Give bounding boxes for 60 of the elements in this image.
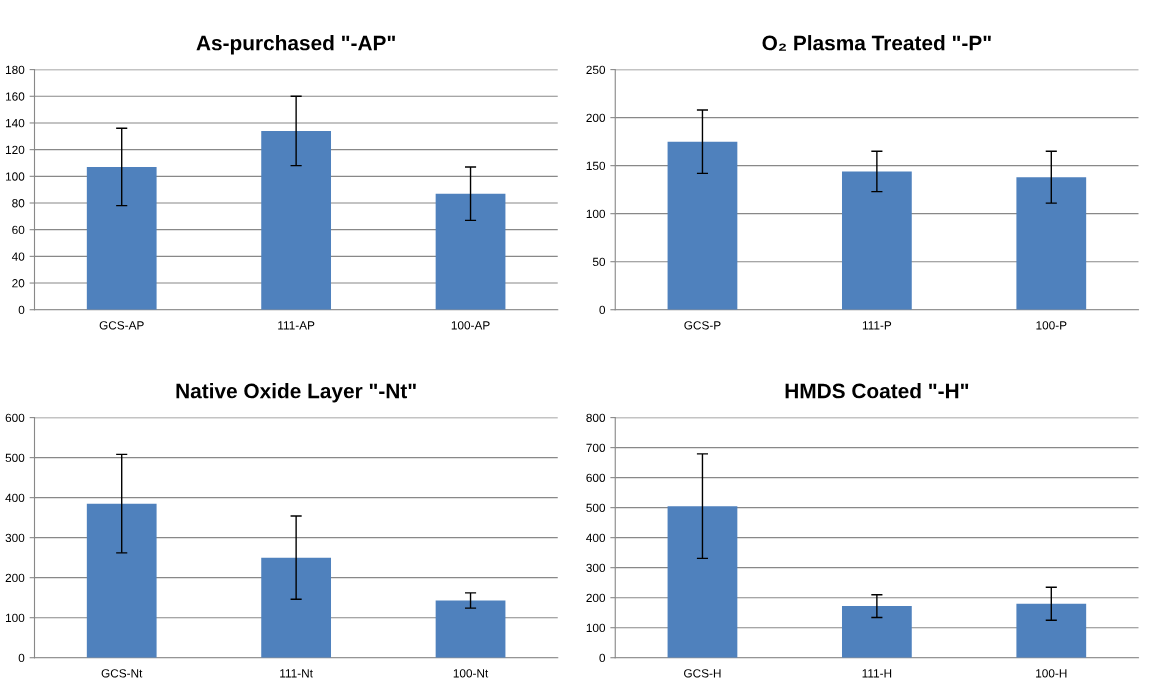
bar xyxy=(667,141,738,310)
chart-title: As-purchased "-AP" xyxy=(196,35,395,55)
y-tick-label: 500 xyxy=(586,503,606,513)
x-tick-label: 100-H xyxy=(1036,669,1067,678)
x-tick-label: GCS-H xyxy=(684,669,721,678)
bar xyxy=(435,600,506,658)
x-tick-label: 111-Nt xyxy=(280,669,313,678)
y-tick-label: 250 xyxy=(586,65,606,74)
y-tick-label: 120 xyxy=(5,145,25,155)
y-tick-label: 100 xyxy=(586,623,606,633)
y-tick-label: 40 xyxy=(11,252,25,261)
y-tick-label: 50 xyxy=(592,257,606,267)
y-tick-label: 100 xyxy=(5,172,25,181)
x-tick-label: 111-H xyxy=(862,669,892,678)
y-tick-label: 140 xyxy=(5,118,25,128)
bar xyxy=(667,506,738,658)
y-tick-label: 500 xyxy=(5,453,25,463)
y-tick-label: 180 xyxy=(5,65,25,74)
bar xyxy=(86,166,157,310)
y-tick-label: 100 xyxy=(5,613,25,623)
y-tick-label: 0 xyxy=(18,305,25,315)
bar xyxy=(1016,603,1087,658)
y-tick-label: 400 xyxy=(5,493,25,503)
x-tick-label: 111-P xyxy=(862,321,892,330)
x-tick-label: GCS-P xyxy=(684,321,721,330)
y-tick-label: 200 xyxy=(586,113,606,123)
x-tick-label: GCS-Nt xyxy=(101,669,143,678)
bar xyxy=(1016,177,1087,310)
x-tick-label: GCS-AP xyxy=(99,321,144,330)
y-tick-label: 300 xyxy=(5,533,25,543)
y-tick-label: 400 xyxy=(586,533,606,543)
y-tick-label: 700 xyxy=(586,443,606,453)
chart-title: O₂ Plasma Treated "-P" xyxy=(762,35,991,51)
y-tick-label: 0 xyxy=(599,305,606,315)
y-tick-label: 20 xyxy=(12,279,25,288)
bar xyxy=(841,606,912,658)
y-tick-label: 80 xyxy=(12,199,25,208)
x-tick-label: 100-Nt xyxy=(453,669,489,678)
y-tick-label: 300 xyxy=(586,563,606,573)
y-tick-label: 60 xyxy=(12,225,25,235)
y-tick-label: 160 xyxy=(5,92,25,101)
y-tick-label: 150 xyxy=(586,161,606,171)
bar xyxy=(261,557,332,658)
y-tick-label: 200 xyxy=(586,593,606,603)
chart-title: HMDS Coated "-H" xyxy=(785,383,969,399)
y-tick-label: 0 xyxy=(599,653,606,663)
y-tick-label: 200 xyxy=(5,573,25,583)
bar xyxy=(261,130,332,310)
x-tick-label: 100-P xyxy=(1036,321,1067,330)
x-tick-label: 100-AP xyxy=(451,321,490,330)
bar xyxy=(841,171,912,310)
y-tick-label: 100 xyxy=(586,209,606,219)
chart-title: Native Oxide Layer "-Nt" xyxy=(176,383,416,403)
y-tick-label: 600 xyxy=(586,473,606,483)
y-tick-label: 600 xyxy=(5,413,25,422)
x-tick-label: 111-AP xyxy=(278,321,315,330)
bar xyxy=(86,503,157,658)
y-tick-label: 0 xyxy=(18,653,25,663)
bar xyxy=(435,193,506,310)
y-tick-label: 800 xyxy=(586,413,606,422)
